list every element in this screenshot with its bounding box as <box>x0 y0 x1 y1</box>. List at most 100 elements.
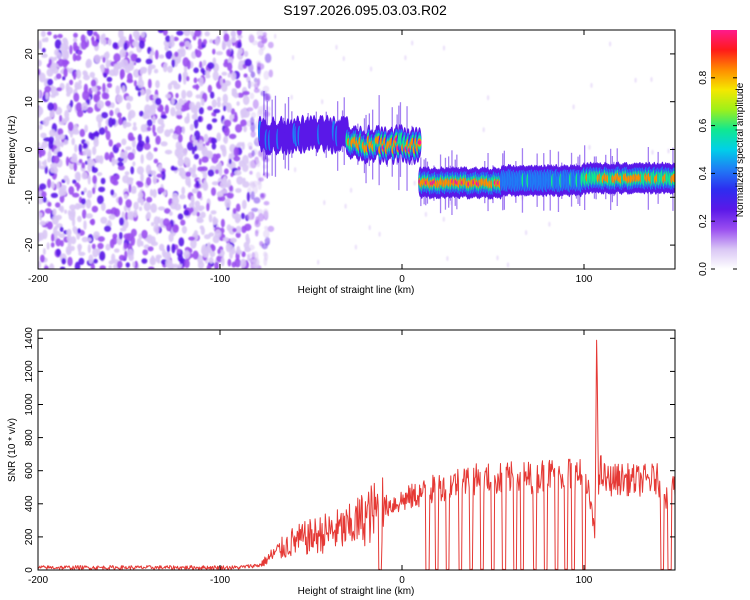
noise-speckle <box>73 32 78 38</box>
noise-speckle <box>243 125 248 133</box>
noise-speckle <box>54 91 59 96</box>
noise-speckle <box>667 148 670 154</box>
noise-speckle <box>608 41 612 47</box>
noise-speckle <box>228 244 234 252</box>
tick-label: 400 <box>24 495 35 512</box>
noise-speckle <box>243 73 248 78</box>
noise-speckle <box>96 90 101 96</box>
noise-speckle <box>121 138 127 146</box>
noise-speckle <box>193 67 199 74</box>
noise-speckle <box>194 200 200 208</box>
noise-speckle <box>56 181 60 190</box>
noise-speckle <box>166 244 170 253</box>
noise-speckle <box>442 45 446 51</box>
noise-speckle <box>133 209 138 218</box>
noise-speckle <box>250 130 256 138</box>
noise-speckle <box>92 175 97 184</box>
noise-speckle <box>123 193 128 200</box>
noise-speckle <box>211 118 218 123</box>
noise-speckle <box>64 209 68 214</box>
noise-speckle <box>91 243 96 250</box>
noise-speckle <box>145 164 152 175</box>
noise-speckle <box>230 237 237 243</box>
noise-speckle <box>242 164 249 173</box>
noise-speckle <box>156 173 163 178</box>
tick-label: 1000 <box>24 393 35 416</box>
noise-speckle <box>411 40 414 46</box>
noise-speckle <box>290 94 293 100</box>
noise-speckle <box>227 258 232 267</box>
noise-speckle <box>210 244 215 249</box>
noise-speckle <box>74 203 81 210</box>
noise-speckle <box>62 37 68 44</box>
colorbar: 0.0 0.2 0.4 0.6 0.8 Normalized spectral ampl… <box>698 30 746 276</box>
noise-speckle <box>41 47 46 53</box>
noise-speckle <box>164 104 169 114</box>
noise-speckle <box>572 104 575 110</box>
noise-speckle <box>232 228 237 233</box>
noise-speckle <box>209 250 216 258</box>
noise-speckle <box>223 33 230 42</box>
noise-speckle <box>149 94 155 101</box>
noise-speckle <box>38 199 43 205</box>
noise-speckle <box>255 216 259 225</box>
noise-speckle <box>482 127 485 133</box>
noise-speckle <box>116 142 122 148</box>
noise-speckle <box>171 243 176 254</box>
noise-speckle <box>223 119 232 128</box>
noise-speckle <box>240 119 247 127</box>
noise-speckle <box>211 187 216 196</box>
noise-speckle <box>138 191 144 200</box>
noise-speckle <box>141 258 148 264</box>
noise-speckle <box>150 106 156 116</box>
noise-speckle <box>96 100 105 109</box>
noise-speckle <box>62 76 66 81</box>
noise-speckle <box>193 118 199 129</box>
noise-speckle <box>92 131 100 137</box>
noise-speckle <box>251 207 259 212</box>
noise-speckle <box>124 250 128 260</box>
noise-speckle <box>85 213 93 219</box>
noise-speckle <box>93 231 100 240</box>
noise-speckle <box>52 208 57 216</box>
noise-speckle <box>77 228 81 234</box>
noise-speckle <box>46 221 53 230</box>
noise-speckle <box>54 225 58 231</box>
noise-speckle <box>115 85 120 95</box>
noise-speckle <box>257 40 265 49</box>
noise-speckle <box>53 34 58 39</box>
noise-speckle <box>210 91 215 99</box>
noise-speckle <box>108 69 116 77</box>
tick-label: -200 <box>28 575 48 586</box>
noise-speckle <box>105 59 110 70</box>
noise-speckle <box>133 68 140 78</box>
noise-speckle <box>171 196 180 206</box>
noise-speckle <box>192 250 199 260</box>
noise-speckle <box>158 54 165 59</box>
noise-speckle <box>178 171 183 177</box>
noise-speckle <box>125 95 133 101</box>
spectrogram-noise-region <box>38 30 670 269</box>
noise-speckle <box>78 251 86 256</box>
noise-speckle <box>72 226 78 233</box>
noise-speckle <box>93 138 99 148</box>
noise-speckle <box>449 200 452 206</box>
noise-speckle <box>222 93 228 104</box>
noise-speckle <box>47 178 52 189</box>
noise-speckle <box>247 160 255 169</box>
noise-speckle <box>235 203 241 212</box>
noise-speckle <box>220 189 228 194</box>
noise-speckle <box>111 157 116 167</box>
noise-speckle <box>137 133 142 143</box>
noise-speckle <box>234 170 242 176</box>
noise-speckle <box>84 124 88 133</box>
noise-speckle <box>164 208 171 214</box>
noise-speckle <box>87 157 93 167</box>
noise-speckle <box>224 198 231 208</box>
noise-speckle <box>200 211 206 219</box>
noise-speckle <box>91 86 98 92</box>
noise-speckle <box>80 198 86 205</box>
noise-speckle <box>78 159 83 164</box>
noise-speckle <box>207 105 213 111</box>
noise-speckle <box>221 39 227 50</box>
